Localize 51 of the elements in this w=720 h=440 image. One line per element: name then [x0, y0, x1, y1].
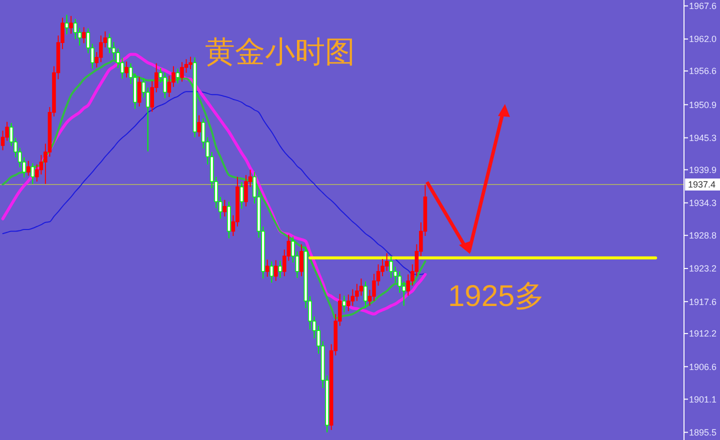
candlestick [364, 281, 368, 308]
candlestick [112, 41, 116, 60]
candlestick [384, 252, 389, 272]
candlestick [167, 75, 172, 98]
y-tick-label: 1967.6 [689, 1, 717, 12]
candlestick [278, 260, 282, 278]
candlestick [39, 154, 44, 175]
y-tick-label: 1945.3 [689, 132, 717, 143]
candlestick [137, 76, 142, 107]
y-tick-label: 1962.0 [689, 34, 717, 44]
candlestick [300, 244, 304, 277]
candlestick [180, 62, 184, 82]
candlestick [188, 56, 192, 70]
candlestick [240, 182, 244, 210]
y-tick-label: 1950.9 [689, 100, 717, 110]
y-tick-label: 1912.2 [689, 328, 717, 339]
y-tick-label: 1928.8 [689, 230, 717, 241]
candlestick [176, 68, 180, 84]
candlestick [99, 34, 103, 63]
candlestick [163, 72, 167, 99]
annotation: 1925多 [448, 280, 545, 313]
candlestick [342, 295, 346, 313]
ref-line-label: 1937.4 [688, 180, 716, 190]
candlestick [244, 174, 248, 207]
candlestick [82, 26, 86, 44]
candlestick [350, 288, 355, 306]
candlestick [73, 18, 78, 40]
candlestick [30, 162, 35, 184]
candlestick [0, 130, 5, 151]
candlestick [274, 260, 278, 282]
candlestick [389, 256, 393, 278]
y-tick-label: 1923.2 [689, 264, 717, 274]
y-tick-label: 1939.9 [689, 164, 717, 175]
candlestick [222, 199, 227, 217]
candlestick [197, 114, 201, 138]
y-tick-label: 1934.3 [689, 198, 717, 208]
candlestick [372, 273, 376, 302]
text: 黄金小时图 [205, 36, 355, 69]
y-tick-label: 1901.1 [689, 394, 717, 404]
candlestick [359, 278, 364, 296]
candlestick [124, 61, 128, 78]
y-tick-label: 1906.6 [689, 362, 717, 372]
candlestick [69, 15, 73, 34]
candlestick [265, 259, 270, 278]
y-tick-label: 1917.6 [689, 296, 717, 307]
candlestick [406, 274, 410, 296]
y-tick-label: 1956.6 [689, 66, 717, 76]
candlestick [26, 160, 30, 176]
y-tick-label: 1895.5 [689, 427, 717, 438]
candlestick [64, 14, 69, 35]
candlestick [270, 260, 274, 284]
